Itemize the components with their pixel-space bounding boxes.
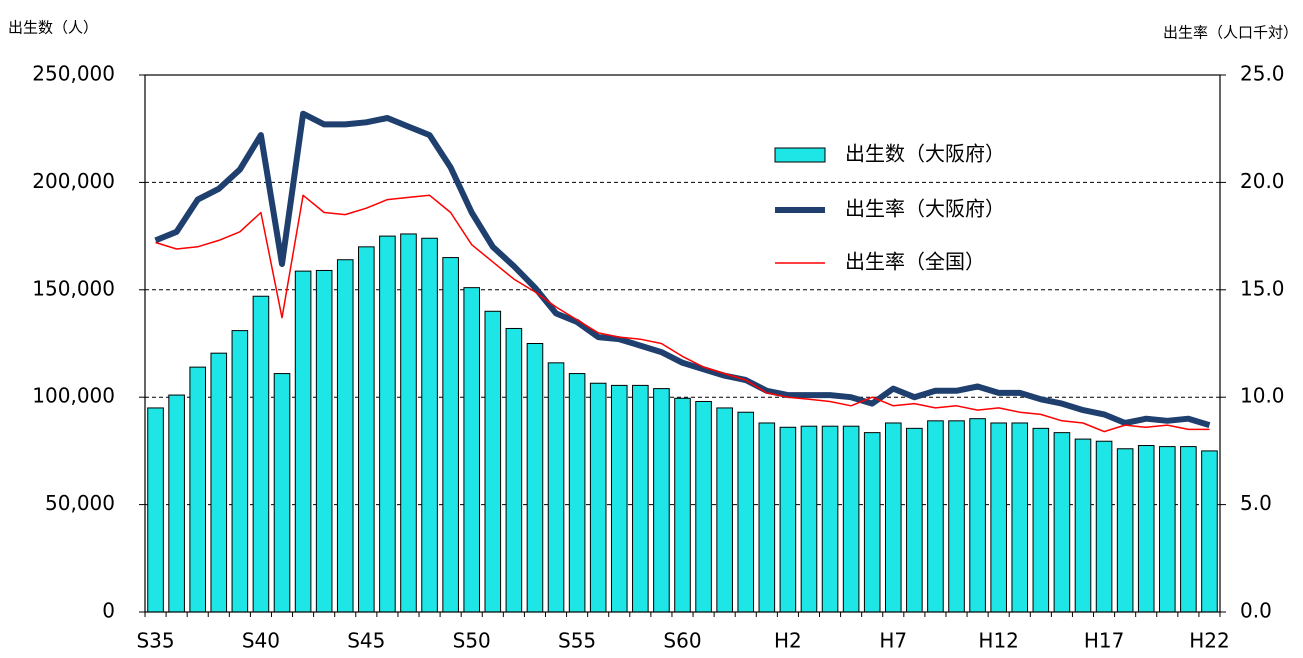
bar [526, 343, 544, 613]
bar [1201, 450, 1218, 613]
bar [189, 366, 206, 613]
x-tick-label: H12 [978, 629, 1019, 653]
x-tick-label: S60 [663, 629, 701, 653]
bar [632, 384, 649, 613]
bar [505, 327, 523, 613]
bar [758, 422, 776, 613]
bar [800, 425, 818, 613]
bar [969, 418, 986, 613]
x-tick-label: S40 [242, 629, 280, 653]
bar [990, 422, 1007, 613]
line [155, 194, 1210, 433]
bar [358, 246, 375, 613]
bar [863, 432, 881, 613]
bar [884, 422, 902, 613]
bar [1159, 446, 1176, 613]
bar [821, 425, 839, 613]
bar [948, 420, 965, 613]
y-axis-title: 出生数（人） [8, 19, 98, 37]
y2-axis-title: 出生率（人口千対） [1163, 24, 1298, 42]
bar [1116, 448, 1134, 613]
y-tick-label: 250,000 [32, 62, 115, 86]
bar [168, 394, 185, 613]
bar [906, 427, 923, 613]
y2-tick-label: 5.0 [1240, 491, 1272, 515]
bar [484, 310, 502, 613]
bar [547, 362, 565, 613]
bar [716, 407, 733, 613]
y-tick-label: 200,000 [32, 169, 115, 193]
bar [610, 384, 628, 613]
bar [400, 233, 417, 613]
bar [252, 295, 270, 613]
bar [1011, 422, 1029, 613]
bar [1032, 427, 1050, 613]
bar [695, 400, 712, 613]
legend-label: 出生率（大阪府） [845, 197, 1005, 221]
bar [294, 270, 312, 613]
bar [315, 269, 333, 613]
bar [421, 237, 438, 613]
x-tick-label: H2 [774, 629, 802, 653]
bar [1095, 440, 1113, 613]
y2-tick-label: 10.0 [1240, 384, 1285, 408]
legend-swatch [774, 147, 826, 163]
bar [674, 397, 691, 613]
x-tick-label: S45 [347, 629, 385, 653]
x-tick-label: S35 [136, 629, 174, 653]
bar [210, 352, 228, 613]
x-tick-label: S50 [453, 629, 491, 653]
bar [842, 425, 860, 613]
bar [568, 373, 586, 613]
bar [737, 411, 755, 613]
bar [653, 388, 670, 613]
y-tick-label: 150,000 [32, 276, 115, 300]
bar [442, 257, 459, 613]
y-tick-label: 0 [102, 599, 115, 623]
bar [1074, 438, 1092, 613]
y2-tick-label: 15.0 [1240, 276, 1285, 300]
x-tick-label: S55 [558, 629, 596, 653]
bar [927, 420, 944, 613]
bar [1180, 446, 1197, 613]
x-tick-label: H22 [1189, 629, 1230, 653]
y2-tick-label: 25.0 [1240, 62, 1285, 86]
line [154, 110, 1211, 428]
bar [379, 235, 396, 613]
bar [779, 426, 797, 613]
y2-tick-label: 20.0 [1240, 169, 1285, 193]
x-tick-label: H17 [1084, 629, 1125, 653]
y2-tick-label: 0.0 [1240, 599, 1272, 623]
bar [336, 259, 354, 613]
bar [589, 382, 607, 613]
bar [463, 287, 481, 613]
bar [1137, 445, 1155, 613]
bar [1053, 432, 1071, 613]
bar [147, 407, 164, 613]
plot-frame [144, 74, 1221, 613]
legend-label: 出生数（大阪府） [845, 142, 1005, 166]
x-tick-label: H7 [879, 629, 907, 653]
legend-label: 出生率（全国） [845, 250, 985, 274]
y-tick-label: 100,000 [32, 384, 115, 408]
y-tick-label: 50,000 [45, 491, 115, 515]
bar [231, 330, 249, 613]
bar [273, 373, 291, 613]
